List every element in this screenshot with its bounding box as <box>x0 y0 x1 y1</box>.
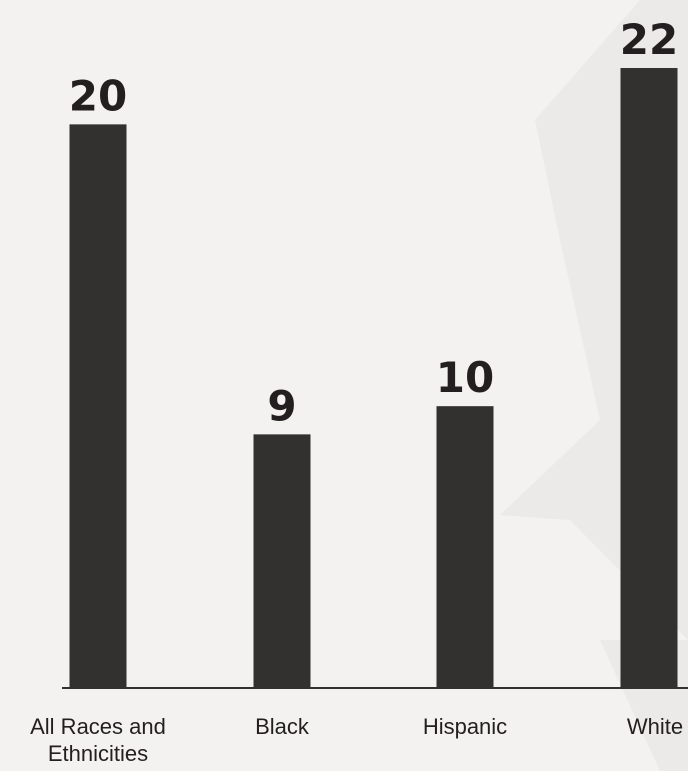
category-label-2: Hispanic <box>423 714 507 739</box>
category-label-line: Hispanic <box>423 714 507 739</box>
category-label-line: Black <box>255 714 310 739</box>
category-label-3: White <box>627 714 683 739</box>
value-label-1: 9 <box>267 381 296 430</box>
value-label-3: 22 <box>620 15 678 64</box>
category-label-line: All Races and <box>30 714 166 739</box>
bars-layer <box>69 68 678 688</box>
category-label-line: Ethnicities <box>48 741 148 766</box>
category-label-line: White <box>627 714 683 739</box>
category-label-1: Black <box>255 714 310 739</box>
value-label-2: 10 <box>436 353 494 402</box>
value-label-0: 20 <box>69 71 127 120</box>
bar-1 <box>253 434 311 688</box>
bar-3 <box>620 68 678 688</box>
bar-2 <box>436 406 494 688</box>
category-label-0: All Races and Ethnicities <box>30 714 166 766</box>
labels-layer: 20 All Races and Ethnicities 9 Black 10 Hispan… <box>30 15 683 766</box>
bar-0 <box>69 124 127 688</box>
